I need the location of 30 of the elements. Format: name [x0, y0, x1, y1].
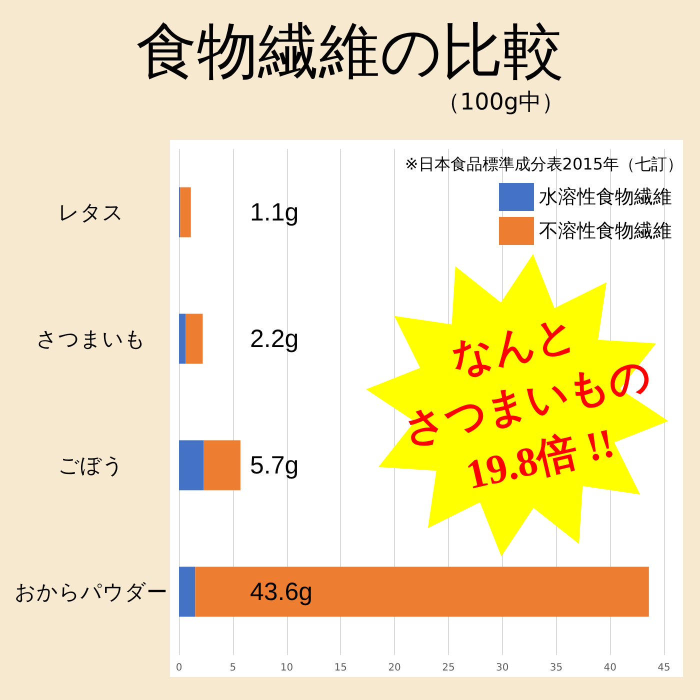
chart-subtitle: （100g中） — [437, 90, 564, 116]
bar — [179, 440, 204, 490]
total-label: 1.1g — [250, 198, 299, 226]
bar — [180, 187, 191, 238]
y-tick-label: さつまいも — [36, 326, 146, 351]
y-tick-label: おからパウダー — [14, 580, 168, 604]
legend-label: 不溶性食物繊維 — [539, 220, 672, 242]
bar — [195, 566, 649, 617]
bar — [179, 566, 196, 617]
bar — [204, 440, 240, 490]
y-tick-label: レタス — [58, 200, 124, 224]
chart-title: 食物繊維の比較 — [136, 16, 564, 87]
total-label: 43.6g — [250, 578, 313, 606]
x-tick-label: 10 — [280, 662, 294, 674]
y-tick-label: ごぼう — [58, 453, 124, 478]
x-tick-label: 20 — [388, 662, 401, 674]
legend-label: 水溶性食物繊維 — [539, 186, 672, 208]
x-tick-label: 30 — [496, 662, 509, 674]
total-label: 2.2g — [250, 324, 299, 353]
total-label: 5.7g — [250, 451, 299, 480]
x-tick-label: 25 — [442, 662, 455, 674]
x-tick-label: 0 — [176, 662, 182, 674]
x-tick-label: 40 — [604, 662, 616, 674]
bar — [179, 314, 186, 364]
x-tick-label: 45 — [658, 662, 670, 674]
bar — [185, 314, 203, 364]
x-tick-label: 35 — [550, 662, 563, 674]
annotation: ※日本食品標準成分表2015年（七訂） — [404, 154, 683, 174]
x-tick-label: 5 — [230, 662, 236, 674]
x-tick-label: 15 — [334, 662, 348, 674]
